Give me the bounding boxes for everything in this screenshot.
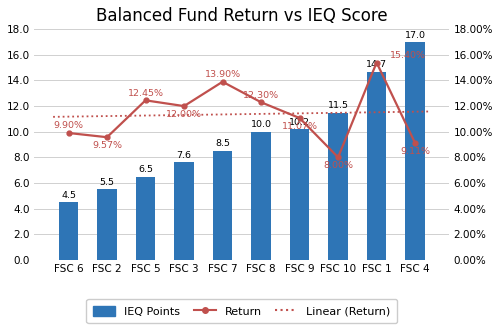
Text: 15.40%: 15.40%	[390, 51, 426, 60]
Bar	[136, 176, 155, 260]
Text: 4.5: 4.5	[61, 190, 76, 199]
Text: 13.90%: 13.90%	[204, 70, 240, 79]
Text: 9.90%: 9.90%	[54, 122, 84, 131]
Text: 10.2: 10.2	[289, 118, 310, 127]
Bar	[406, 42, 424, 260]
Text: 6.5: 6.5	[138, 165, 153, 174]
Text: 12.45%: 12.45%	[128, 89, 164, 98]
Legend: IEQ Points, Return, Linear (Return): IEQ Points, Return, Linear (Return)	[86, 299, 397, 323]
Bar	[213, 151, 232, 260]
Title: Balanced Fund Return vs IEQ Score: Balanced Fund Return vs IEQ Score	[96, 7, 388, 25]
Text: 9.57%: 9.57%	[92, 141, 122, 150]
Text: 9.11%: 9.11%	[400, 147, 430, 156]
Bar	[174, 163, 194, 260]
Bar	[290, 129, 309, 260]
Bar	[328, 113, 347, 260]
Text: 8.5: 8.5	[215, 139, 230, 148]
Text: 7.6: 7.6	[176, 151, 192, 160]
Text: 10.0: 10.0	[250, 120, 272, 129]
Text: 11.07%: 11.07%	[282, 122, 318, 131]
Bar	[367, 72, 386, 260]
Text: 12.00%: 12.00%	[166, 110, 202, 119]
Text: 12.30%: 12.30%	[243, 91, 279, 100]
Text: 5.5: 5.5	[100, 178, 114, 187]
Bar	[252, 132, 270, 260]
Bar	[59, 202, 78, 260]
Text: 17.0: 17.0	[404, 31, 425, 40]
Bar	[98, 189, 116, 260]
Text: 11.5: 11.5	[328, 101, 348, 110]
Text: 14.7: 14.7	[366, 60, 387, 69]
Text: 8.00%: 8.00%	[323, 161, 353, 170]
